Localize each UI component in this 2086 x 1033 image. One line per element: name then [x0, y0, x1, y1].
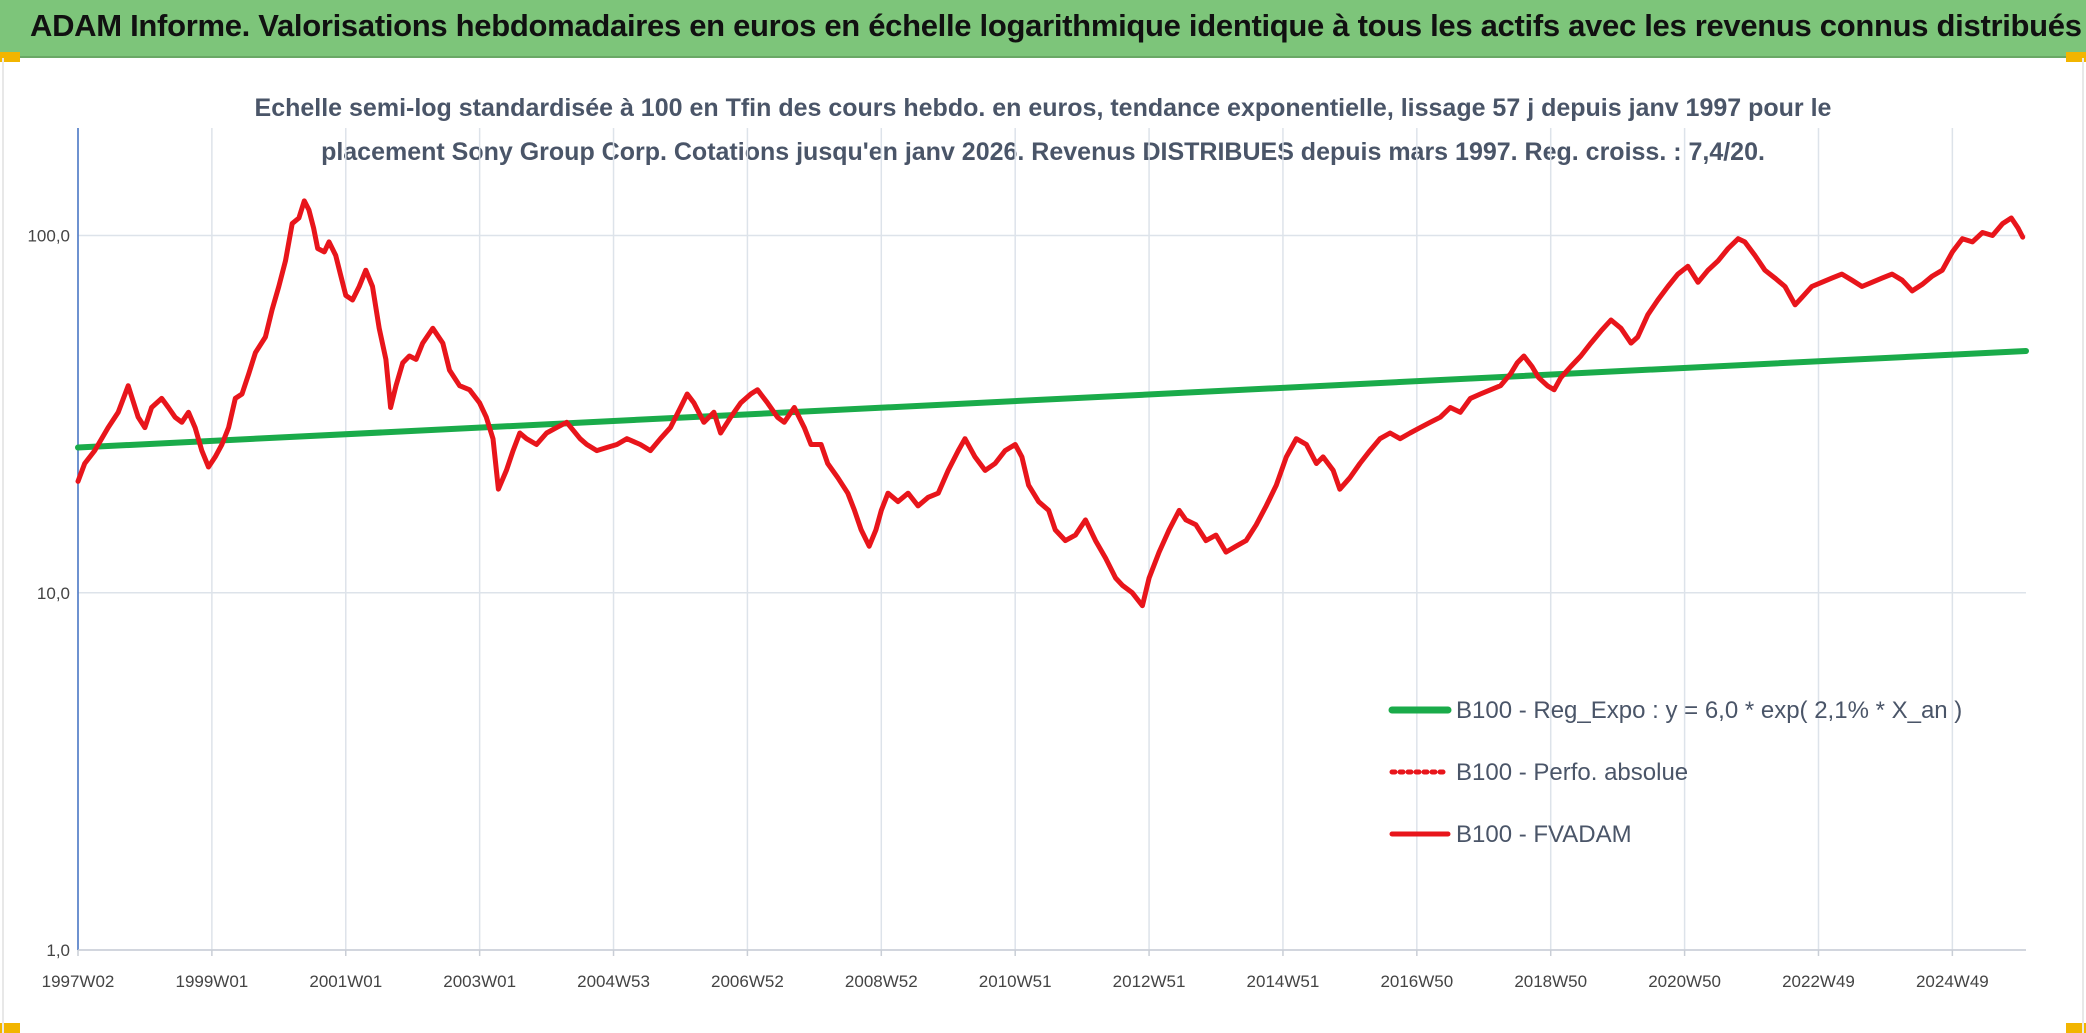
chart-title-line-2: placement Sony Group Corp. Cotations jus… [321, 138, 1765, 166]
x-tick-label: 2012W51 [1113, 972, 1186, 991]
x-tick-label: 2020W50 [1648, 972, 1721, 991]
y-tick-label: 100,0 [27, 227, 70, 246]
x-tick-label: 2008W52 [845, 972, 918, 991]
x-tick-label: 2024W49 [1916, 972, 1989, 991]
chart-title: Echelle semi-log standardisée à 100 en T… [0, 86, 2086, 174]
frame-right-edge [2082, 58, 2084, 1033]
x-tick-label: 2004W53 [577, 972, 650, 991]
x-tick-label: 2018W50 [1514, 972, 1587, 991]
x-tick-label: 2003W01 [443, 972, 516, 991]
x-tick-label: 2010W51 [979, 972, 1052, 991]
y-tick-label: 1,0 [46, 941, 70, 960]
x-tick-label: 2001W01 [309, 972, 382, 991]
x-tick-label: 2014W51 [1247, 972, 1320, 991]
x-tick-label: 1997W02 [42, 972, 115, 991]
series-line-1 [75, 348, 2029, 451]
y-tick-label: 10,0 [37, 584, 70, 603]
chart-title-line-1: Echelle semi-log standardisée à 100 en T… [254, 94, 1832, 122]
legend-label-3: B100 - FVADAM [1456, 821, 1632, 848]
x-tick-label: 2006W52 [711, 972, 784, 991]
x-tick-label: 2016W50 [1380, 972, 1453, 991]
series-line-3 [75, 198, 2026, 609]
report-banner: ADAM Informe. Valorisations hebdomadaire… [0, 0, 2086, 58]
frame-left-edge [2, 58, 4, 1033]
x-tick-label: 2022W49 [1782, 972, 1855, 991]
x-tick-label: 1999W01 [175, 972, 248, 991]
legend-label-1: B100 - Reg_Expo : y = 6,0 * exp( 2,1% * … [1456, 697, 1962, 724]
legend-label-2: B100 - Perfo. absolue [1456, 759, 1688, 786]
corner-marker-bottom-left [0, 1023, 20, 1033]
corner-marker-bottom-right [2066, 1023, 2086, 1033]
corner-marker-top-right [2066, 52, 2086, 62]
corner-marker-top-left [0, 52, 20, 62]
report-title: ADAM Informe. Valorisations hebdomadaire… [30, 8, 2082, 43]
